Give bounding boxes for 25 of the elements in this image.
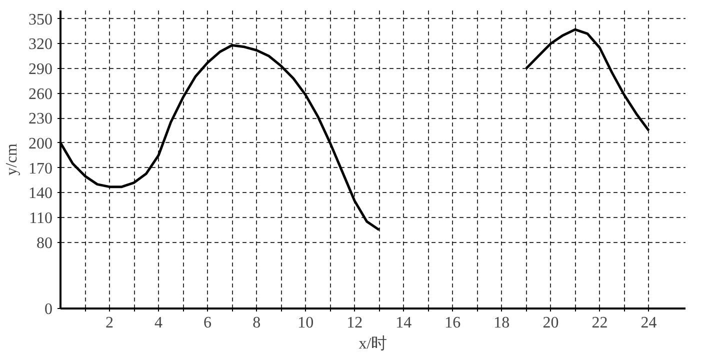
y-tick-label: 170	[28, 160, 52, 178]
x-tick-label: 4	[154, 314, 163, 332]
x-tick-label: 18	[494, 314, 510, 332]
x-tick-label: 2	[106, 314, 114, 332]
y-tick-label: 230	[28, 110, 52, 128]
x-tick-label: 14	[396, 314, 412, 332]
y-tick-label: 320	[28, 36, 52, 54]
x-tick-label: 12	[346, 314, 363, 332]
y-tick-label: 140	[28, 185, 52, 202]
y-tick-label: 0	[44, 301, 52, 318]
x-tick-label: 8	[252, 314, 261, 332]
x-tick-label: 24	[640, 314, 657, 332]
y-tick-label: 260	[28, 86, 52, 103]
y-tick-label: 350	[28, 11, 52, 28]
y-tick-label: 290	[28, 60, 52, 78]
x-tick-label: 10	[298, 314, 314, 332]
y-tick-label: 80	[36, 234, 52, 252]
y-tick-label: 200	[28, 135, 52, 152]
x-tick-label: 6	[204, 314, 212, 332]
x-tick-label: 22	[592, 314, 608, 332]
y-tick-label: 110	[29, 210, 52, 227]
x-axis-title: x/时	[358, 334, 388, 352]
y-axis-title: y/cm	[4, 142, 20, 176]
x-tick-label: 20	[542, 314, 559, 332]
x-tick-label: 16	[444, 314, 461, 332]
